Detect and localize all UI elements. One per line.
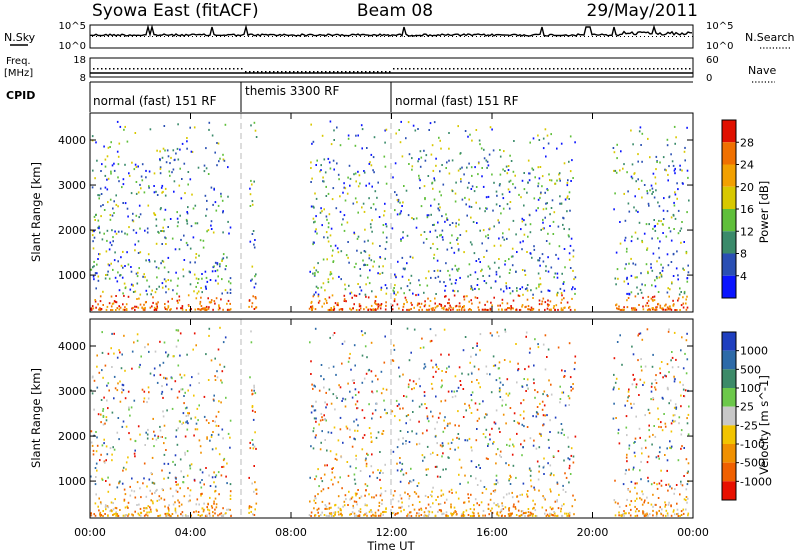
velocity-scatter-cells <box>90 326 690 517</box>
velocity-y-tick-1000: 1000 <box>58 475 86 488</box>
velocity-label-5: -100 <box>740 438 765 451</box>
noise-right-tick-top: 10^5 <box>706 21 733 32</box>
frequency-panel: Freq. [MHz] 18 8 60 0 Nave <box>4 55 776 84</box>
x-tick-1: 04:00 <box>175 526 207 539</box>
power-colorbar: 4 8 12 16 20 24 28 <box>721 119 754 299</box>
power-y-tick-1000: 1000 <box>58 269 86 282</box>
x-tick-5: 20:00 <box>577 526 609 539</box>
power-swatch-1 <box>722 142 736 165</box>
power-y-axis-title: Slant Range [km] <box>29 162 43 262</box>
velocity-swatch-3 <box>722 388 736 407</box>
freq-left-tick-bottom: 8 <box>80 73 86 84</box>
power-label-20: 20 <box>740 181 754 194</box>
power-label-16: 16 <box>740 203 754 216</box>
power-panel: 1000 2000 3000 4000 Slant Range [km] <box>29 112 694 313</box>
velocity-colorbar-title: Velocity [m s^-1] <box>757 375 771 475</box>
beam-title: Beam 08 <box>357 1 433 21</box>
power-scatter-cells <box>90 120 690 311</box>
x-tick-3: 12:00 <box>376 526 408 539</box>
cpid-segment-2: themis 3300 RF <box>245 84 339 98</box>
velocity-colorbar: 1000 500 100 25 -25 -100 -500 -1000 <box>721 331 772 501</box>
velocity-swatch-4 <box>722 406 736 426</box>
power-swatch-2 <box>722 164 736 187</box>
velocity-swatch-5 <box>722 425 736 444</box>
velocity-swatch-1 <box>722 350 736 370</box>
velocity-swatch-6 <box>722 444 736 463</box>
power-swatch-6 <box>722 253 736 276</box>
velocity-swatch-2 <box>722 369 736 388</box>
date-title: 29/May/2011 <box>587 1 699 21</box>
power-y-tick-2000: 2000 <box>58 224 86 237</box>
station-title: Syowa East (fitACF) <box>92 1 259 21</box>
x-axis-title: Time UT <box>366 539 415 553</box>
velocity-y-axis-title: Slant Range [km] <box>29 368 43 468</box>
x-tick-0: 00:00 <box>74 526 106 539</box>
velocity-label-3: 25 <box>740 401 754 414</box>
power-swatch-4 <box>722 209 736 232</box>
power-y-tick-3000: 3000 <box>58 179 86 192</box>
velocity-y-tick-3000: 3000 <box>58 385 86 398</box>
velocity-panel: 1000 2000 3000 4000 Slant Range [km] <box>29 318 694 519</box>
velocity-swatch-8 <box>722 481 736 500</box>
freq-label: Freq. <box>6 56 31 67</box>
velocity-label-7: -1000 <box>740 475 772 488</box>
velocity-label-4: -25 <box>740 419 758 432</box>
power-swatch-7 <box>722 275 736 298</box>
x-axis-ticks: 00:00 04:00 08:00 12:00 16:00 20:00 00:00 <box>74 113 709 539</box>
power-label-8: 8 <box>740 248 747 261</box>
noise-trace <box>90 24 693 38</box>
freq-unit-label: [MHz] <box>4 68 33 79</box>
nave-label: Nave <box>748 64 776 77</box>
freq-right-tick-bottom: 0 <box>706 73 712 84</box>
velocity-swatch-7 <box>722 462 736 482</box>
freq-right-tick-top: 60 <box>706 55 719 66</box>
velocity-swatch-0 <box>722 332 736 351</box>
noise-right-tick-bottom: 10^0 <box>706 41 733 52</box>
noise-panel: N.Sky 10^5 10^0 10^5 10^0 N.Search <box>4 21 795 52</box>
freq-left-tick-top: 18 <box>73 55 86 66</box>
power-label-24: 24 <box>740 159 754 172</box>
cpid-segment-1: normal (fast) 151 RF <box>93 94 217 108</box>
velocity-label-0: 1000 <box>740 345 768 358</box>
power-swatch-5 <box>722 231 736 254</box>
power-swatch-3 <box>722 186 736 209</box>
noise-left-tick-bottom: 10^0 <box>59 41 86 52</box>
power-y-ticks: 1000 2000 3000 4000 <box>58 134 693 282</box>
nsearch-label: N.Search <box>745 31 795 44</box>
freq-trace <box>90 68 693 74</box>
velocity-label-6: -500 <box>740 457 765 470</box>
velocity-y-tick-4000: 4000 <box>58 340 86 353</box>
x-tick-4: 16:00 <box>476 526 508 539</box>
x-tick-6: 00:00 <box>677 526 709 539</box>
power-label-4: 4 <box>740 270 747 283</box>
cpid-segment-3: normal (fast) 151 RF <box>395 94 519 108</box>
power-colorbar-title: Power [dB] <box>757 181 771 244</box>
x-tick-2: 08:00 <box>275 526 307 539</box>
power-swatch-0 <box>722 120 736 143</box>
power-label-12: 12 <box>740 225 754 238</box>
velocity-label-1: 500 <box>740 363 761 376</box>
power-y-tick-4000: 4000 <box>58 134 86 147</box>
cpid-label: CPID <box>6 89 35 102</box>
cpid-band: CPID normal (fast) 151 RF themis 3300 RF… <box>6 81 693 112</box>
velocity-y-ticks: 1000 2000 3000 4000 <box>58 340 693 488</box>
noise-left-tick-top: 10^5 <box>59 21 86 32</box>
nsky-label: N.Sky <box>4 31 36 44</box>
velocity-label-2: 100 <box>740 382 761 395</box>
velocity-y-tick-2000: 2000 <box>58 430 86 443</box>
power-label-28: 28 <box>740 136 754 149</box>
